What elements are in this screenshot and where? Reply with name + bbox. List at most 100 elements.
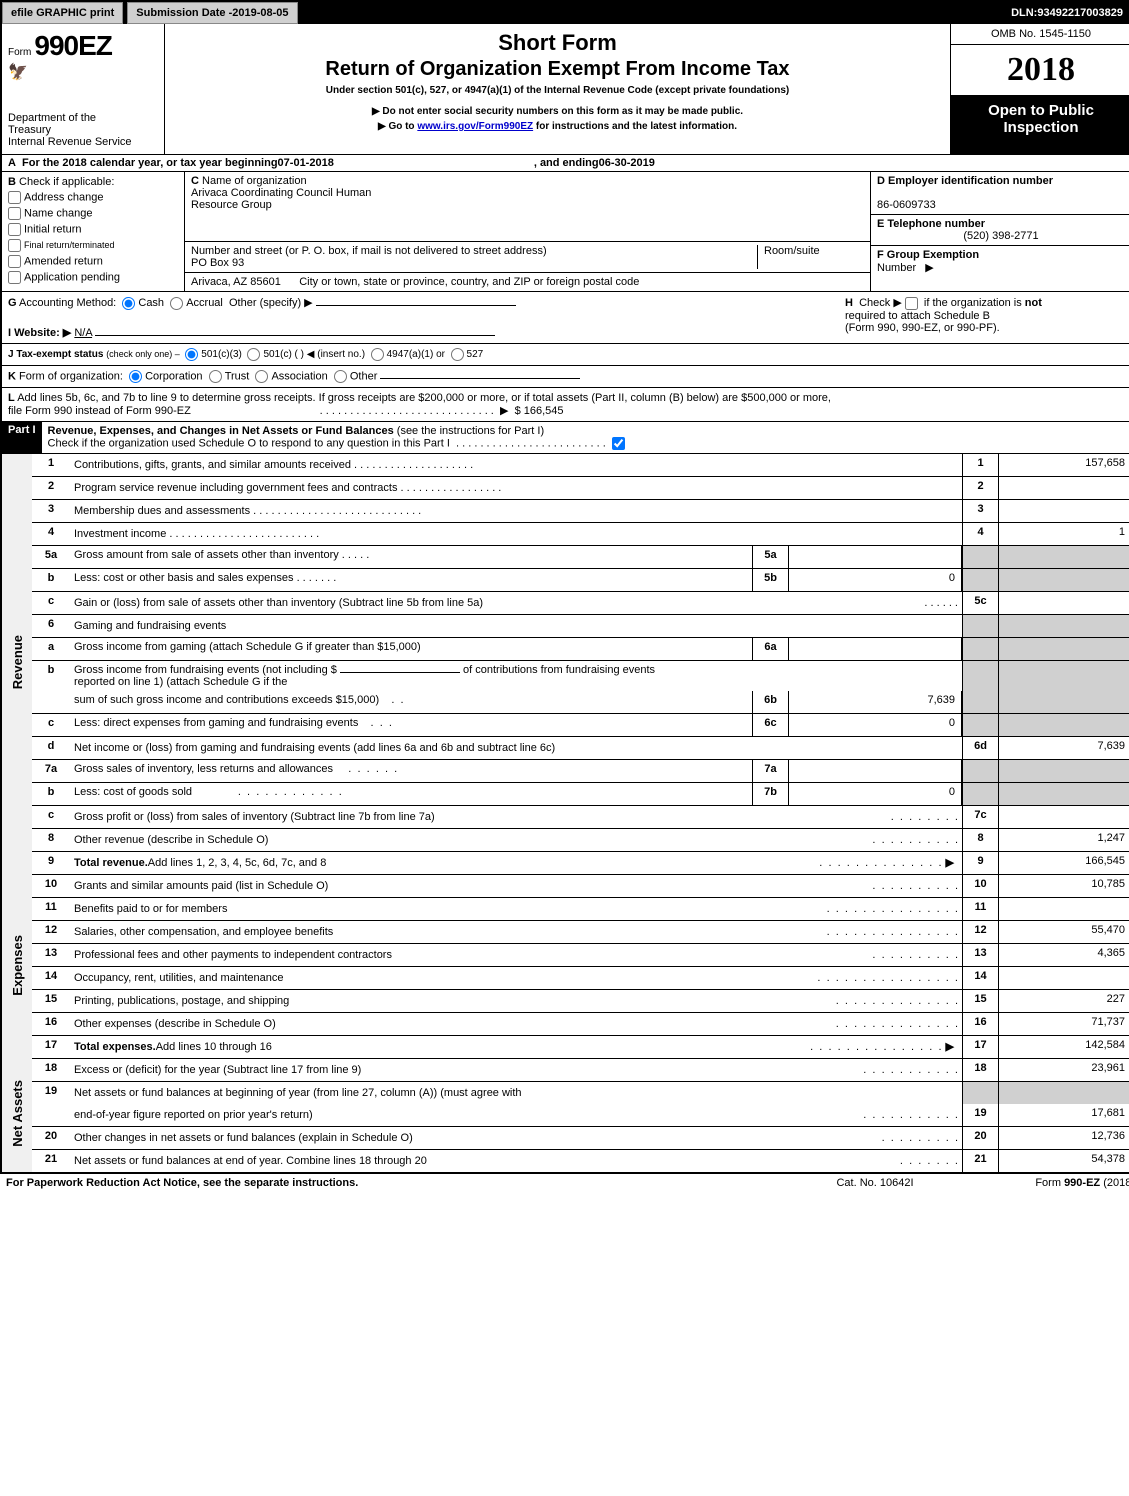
go-to-line: ▶ Go to www.irs.gov/Form990EZ for instru… bbox=[169, 121, 946, 132]
line-9-cell: 9 bbox=[962, 852, 999, 874]
go-to-link[interactable]: www.irs.gov/Form990EZ bbox=[417, 121, 533, 132]
line-10: 10 Grants and similar amounts paid (list… bbox=[32, 875, 1129, 898]
line-10-desc: Grants and similar amounts paid (list in… bbox=[70, 875, 962, 897]
line-16-desc: Other expenses (describe in Schedule O).… bbox=[70, 1013, 962, 1035]
line-9-val: 166,545 bbox=[999, 852, 1129, 874]
cb-h[interactable] bbox=[905, 297, 918, 310]
cb-initial-return-input[interactable] bbox=[8, 223, 21, 236]
col-g: G Accounting Method: Cash Accrual Other … bbox=[8, 296, 845, 339]
radio-527[interactable] bbox=[451, 348, 464, 361]
line-2-val bbox=[999, 477, 1129, 499]
line-10-cell: 10 bbox=[962, 875, 999, 897]
col-c: C Name of organization Arivaca Coordinat… bbox=[185, 172, 870, 291]
line-1-cell: 1 bbox=[962, 454, 999, 476]
cb-name-change-input[interactable] bbox=[8, 207, 21, 220]
line-1-desc: Contributions, gifts, grants, and simila… bbox=[70, 454, 962, 476]
cb-address-change-input[interactable] bbox=[8, 191, 21, 204]
line-5b-num: b bbox=[32, 569, 70, 591]
cb-part1-schedule-o[interactable] bbox=[612, 437, 625, 450]
line-6b-2: sum of such gross income and contributio… bbox=[32, 691, 1129, 714]
cb-amended-return[interactable]: Amended return bbox=[8, 255, 178, 268]
expenses-section-label: Expenses bbox=[2, 875, 32, 1059]
line-5c-num: c bbox=[32, 592, 70, 614]
line-6c-num: c bbox=[32, 714, 70, 736]
h-text1: Check ▶ bbox=[859, 297, 902, 309]
cb-application-pending[interactable]: Application pending bbox=[8, 271, 178, 284]
label-c: C bbox=[191, 175, 199, 187]
line-9-num: 9 bbox=[32, 852, 70, 874]
line-4-num: 4 bbox=[32, 523, 70, 545]
line-6d: d Net income or (loss) from gaming and f… bbox=[32, 737, 1129, 760]
line-8-cell: 8 bbox=[962, 829, 999, 851]
line-14-num: 14 bbox=[32, 967, 70, 989]
radio-assoc[interactable] bbox=[255, 370, 268, 383]
radio-corp[interactable] bbox=[129, 370, 142, 383]
cb-amended-return-input[interactable] bbox=[8, 255, 21, 268]
line-18-desc: Excess or (deficit) for the year (Subtra… bbox=[70, 1059, 962, 1081]
efile-print-button[interactable]: efile GRAPHIC print bbox=[2, 2, 123, 24]
cb-name-change[interactable]: Name change bbox=[8, 207, 178, 220]
j-opt1: 501(c)(3) bbox=[201, 349, 242, 360]
j-opt2: 501(c) ( ) ◀ (insert no.) bbox=[263, 349, 365, 360]
line-6d-cell: 6d bbox=[962, 737, 999, 759]
cb-application-pending-input[interactable] bbox=[8, 271, 21, 284]
radio-accrual[interactable] bbox=[170, 297, 183, 310]
line-20: 20 Other changes in net assets or fund b… bbox=[32, 1127, 1129, 1150]
line-15-desc: Printing, publications, postage, and shi… bbox=[70, 990, 962, 1012]
line-6b-subval: 7,639 bbox=[789, 691, 962, 713]
form-header: Form 990EZ 🦅 Department of the Treasury … bbox=[2, 24, 1129, 155]
line-21: 21 Net assets or fund balances at end of… bbox=[32, 1150, 1129, 1172]
line-7a-num: 7a bbox=[32, 760, 70, 782]
revenue-section-label: Revenue bbox=[2, 454, 32, 875]
do-not-enter-text: ▶ Do not enter social security numbers o… bbox=[169, 106, 946, 117]
line-18-num: 18 bbox=[32, 1059, 70, 1081]
website-line bbox=[95, 335, 495, 336]
line-8-num: 8 bbox=[32, 829, 70, 851]
e-value: (520) 398-2771 bbox=[963, 230, 1038, 242]
radio-501c[interactable] bbox=[247, 348, 260, 361]
line-19-2: end-of-year figure reported on prior yea… bbox=[32, 1104, 1129, 1127]
line-7b-sub: 7b bbox=[752, 783, 789, 805]
line-5c-desc: Gain or (loss) from sale of assets other… bbox=[70, 592, 962, 614]
line-1-val: 157,658 bbox=[999, 454, 1129, 476]
radio-trust[interactable] bbox=[209, 370, 222, 383]
page-footer: For Paperwork Reduction Act Notice, see … bbox=[0, 1174, 1129, 1192]
line-5c-cell: 5c bbox=[962, 592, 999, 614]
col-b: B Check if applicable: Address change Na… bbox=[2, 172, 185, 291]
line-6b-amount-line bbox=[340, 672, 460, 673]
line-17-cell: 17 bbox=[962, 1036, 999, 1058]
submission-date-box: Submission Date - 2019-08-05 bbox=[127, 2, 297, 24]
line-13-cell: 13 bbox=[962, 944, 999, 966]
submission-date-value: 2019-08-05 bbox=[232, 7, 288, 19]
radio-cash[interactable] bbox=[122, 297, 135, 310]
line-6-desc: Gaming and fundraising events bbox=[70, 615, 962, 637]
cb-final-return-input[interactable] bbox=[8, 239, 21, 252]
row-a-begin: 07-01-2018 bbox=[278, 157, 334, 169]
k-assoc: Association bbox=[271, 370, 327, 382]
line-6b-main-shaded2 bbox=[962, 691, 999, 713]
line-17-num: 17 bbox=[32, 1036, 70, 1058]
cb-address-change[interactable]: Address change bbox=[8, 191, 178, 204]
label-a: A bbox=[8, 157, 22, 169]
line-19-val-shaded bbox=[999, 1082, 1129, 1104]
cb-final-return[interactable]: Final return/terminated bbox=[8, 239, 178, 252]
radio-other-org[interactable] bbox=[334, 370, 347, 383]
line-6c-subval: 0 bbox=[789, 714, 962, 736]
line-6d-desc: Net income or (loss) from gaming and fun… bbox=[70, 737, 962, 759]
line-6a-desc: Gross income from gaming (attach Schedul… bbox=[70, 638, 752, 660]
row-k: K Form of organization: Corporation Trus… bbox=[2, 366, 1129, 388]
line-6c-main-shaded bbox=[962, 714, 999, 736]
submission-date-label: Submission Date - bbox=[136, 7, 232, 19]
city-label: City or town, state or province, country… bbox=[299, 276, 639, 288]
line-1-num: 1 bbox=[32, 454, 70, 476]
line-9-desc: Total revenue. Add lines 1, 2, 3, 4, 5c,… bbox=[70, 852, 962, 874]
footer-paperwork: For Paperwork Reduction Act Notice, see … bbox=[6, 1177, 775, 1189]
line-11-desc: Benefits paid to or for members. . . . .… bbox=[70, 898, 962, 920]
f-label: F Group Exemption bbox=[877, 249, 979, 261]
go-to-post: for instructions and the latest informat… bbox=[536, 121, 737, 132]
line-7b-desc: Less: cost of goods sold . . . . . . . .… bbox=[70, 783, 752, 805]
radio-501c3[interactable] bbox=[185, 348, 198, 361]
cb-initial-return[interactable]: Initial return bbox=[8, 223, 178, 236]
radio-4947[interactable] bbox=[371, 348, 384, 361]
line-1: 1 Contributions, gifts, grants, and simi… bbox=[32, 454, 1129, 477]
